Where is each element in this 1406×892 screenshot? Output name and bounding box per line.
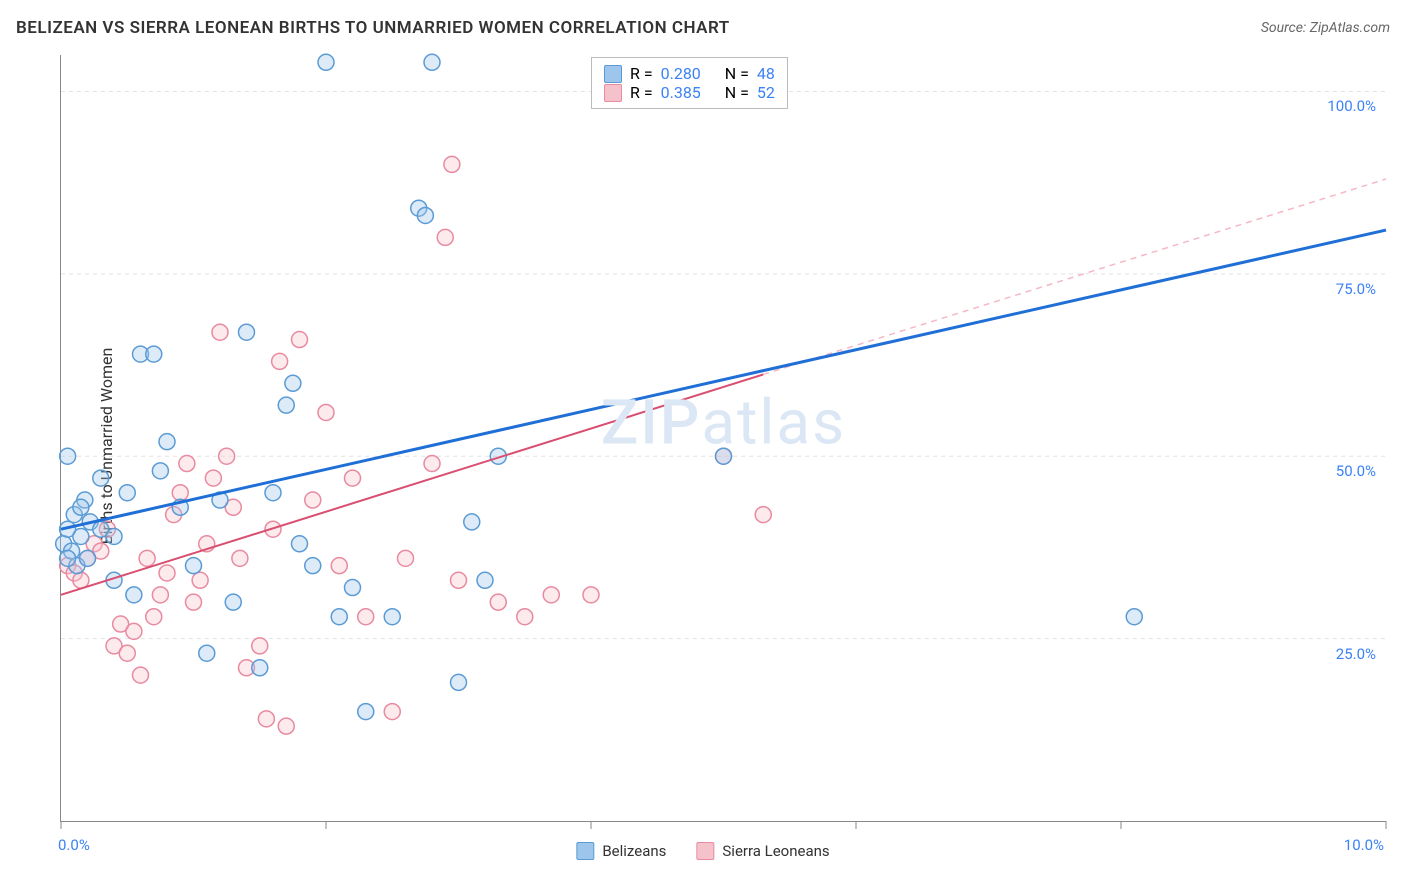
corr-row-1: R = 0.280 N = 48 <box>604 64 775 83</box>
r2-value: 0.385 <box>661 83 701 102</box>
r-label: R = <box>630 83 653 102</box>
plot-area: ZIPatlas R = 0.280 N = 48 R = 0.385 N = … <box>60 55 1386 822</box>
n-label: N = <box>725 64 749 83</box>
legend-item-1: Belizeans <box>576 842 666 860</box>
correlation-box: R = 0.280 N = 48 R = 0.385 N = 52 <box>591 57 788 109</box>
chart-header: BELIZEAN VS SIERRA LEONEAN BIRTHS TO UNM… <box>16 18 1390 38</box>
r-label: R = <box>630 64 653 83</box>
x-tick-10: 10.0% <box>1344 836 1384 854</box>
series2-swatch-icon <box>604 84 622 102</box>
chart-title: BELIZEAN VS SIERRA LEONEAN BIRTHS TO UNM… <box>16 18 730 38</box>
chart-container: BELIZEAN VS SIERRA LEONEAN BIRTHS TO UNM… <box>0 0 1406 892</box>
n2-value: 52 <box>757 83 775 102</box>
corr-row-2: R = 0.385 N = 52 <box>604 83 775 102</box>
n1-value: 48 <box>757 64 775 83</box>
source-label: Source: ZipAtlas.com <box>1261 20 1390 36</box>
y-tick-75: 75.0% <box>1336 280 1376 298</box>
r1-value: 0.280 <box>661 64 701 83</box>
series1-swatch-icon <box>576 842 594 860</box>
y-tick-50: 50.0% <box>1336 462 1376 480</box>
legend-label-1: Belizeans <box>602 842 666 860</box>
legend-label-2: Sierra Leoneans <box>722 842 829 860</box>
series1-swatch-icon <box>604 65 622 83</box>
x-tick-0: 0.0% <box>58 836 90 854</box>
y-tick-25: 25.0% <box>1336 645 1376 663</box>
legend-item-2: Sierra Leoneans <box>696 842 829 860</box>
n-label: N = <box>725 83 749 102</box>
series2-swatch-icon <box>696 842 714 860</box>
chart-svg <box>61 55 1386 821</box>
bottom-legend: Belizeans Sierra Leoneans <box>576 842 829 860</box>
y-tick-100: 100.0% <box>1327 97 1376 115</box>
